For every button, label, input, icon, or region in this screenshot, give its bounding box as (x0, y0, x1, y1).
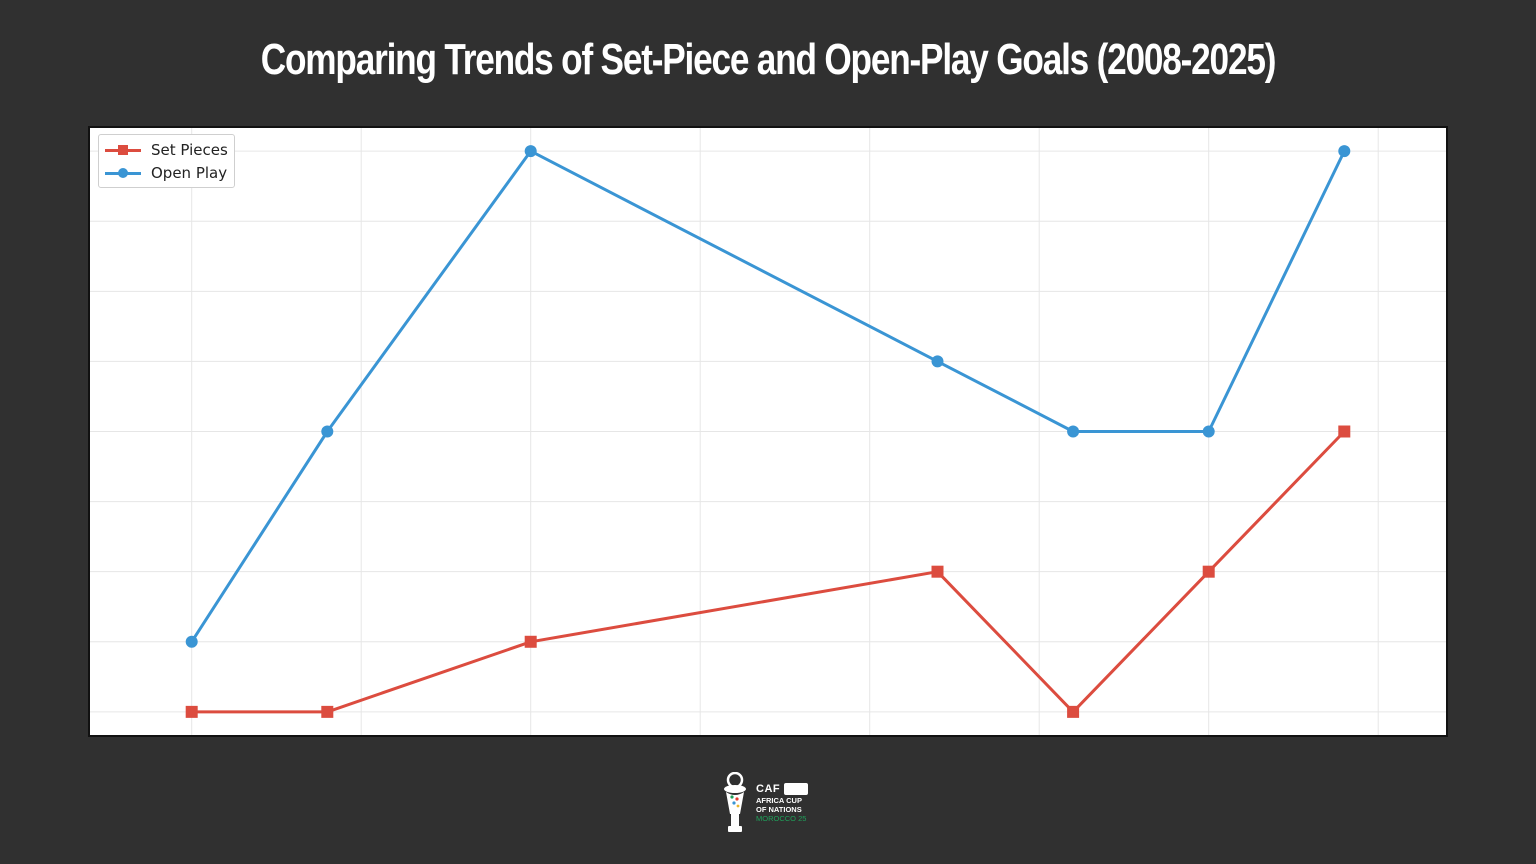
grid-lines (90, 128, 1446, 735)
data-point-set-pieces (185, 705, 198, 718)
data-point-open-play (1202, 425, 1215, 438)
logo-sponsor-badge (784, 783, 809, 795)
data-point-open-play (1338, 145, 1351, 158)
chart-legend: Set Pieces Open Play (98, 134, 235, 188)
data-point-open-play (185, 635, 198, 648)
logo-org: CAF (756, 783, 781, 795)
legend-label-open-play: Open Play (151, 163, 228, 182)
data-point-open-play (524, 145, 537, 158)
data-point-set-pieces (524, 635, 537, 648)
data-point-open-play (1067, 425, 1080, 438)
logo-line-3: MOROCCO 25 (756, 814, 807, 823)
data-point-set-pieces (1202, 565, 1215, 578)
series-layer (185, 145, 1351, 718)
legend-swatch-set-pieces (105, 143, 141, 157)
afcon-logo: CAF AFRICA CUP OF NATIONS MOROCCO 25 (716, 770, 826, 836)
chart-area: Set Pieces Open Play (88, 126, 1448, 737)
data-point-open-play (931, 355, 944, 368)
data-point-open-play (321, 425, 334, 438)
line-chart (90, 128, 1446, 735)
chart-title: Comparing Trends of Set-Piece and Open-P… (260, 35, 1277, 84)
data-point-set-pieces (321, 705, 334, 718)
data-point-set-pieces (931, 565, 944, 578)
logo-wordmark: CAF AFRICA CUP OF NATIONS MOROCCO 25 (756, 782, 826, 823)
series-line-open-play (190, 149, 1346, 643)
legend-label-set-pieces: Set Pieces (151, 140, 228, 159)
legend-swatch-open-play (105, 166, 141, 180)
legend-item-open-play: Open Play (105, 161, 228, 184)
trophy-icon (724, 772, 746, 832)
legend-item-set-pieces: Set Pieces (105, 138, 228, 161)
data-point-set-pieces (1067, 705, 1080, 718)
logo-line-1: AFRICA CUP (756, 796, 802, 805)
data-point-set-pieces (1338, 425, 1351, 438)
logo-line-2: OF NATIONS (756, 805, 802, 814)
